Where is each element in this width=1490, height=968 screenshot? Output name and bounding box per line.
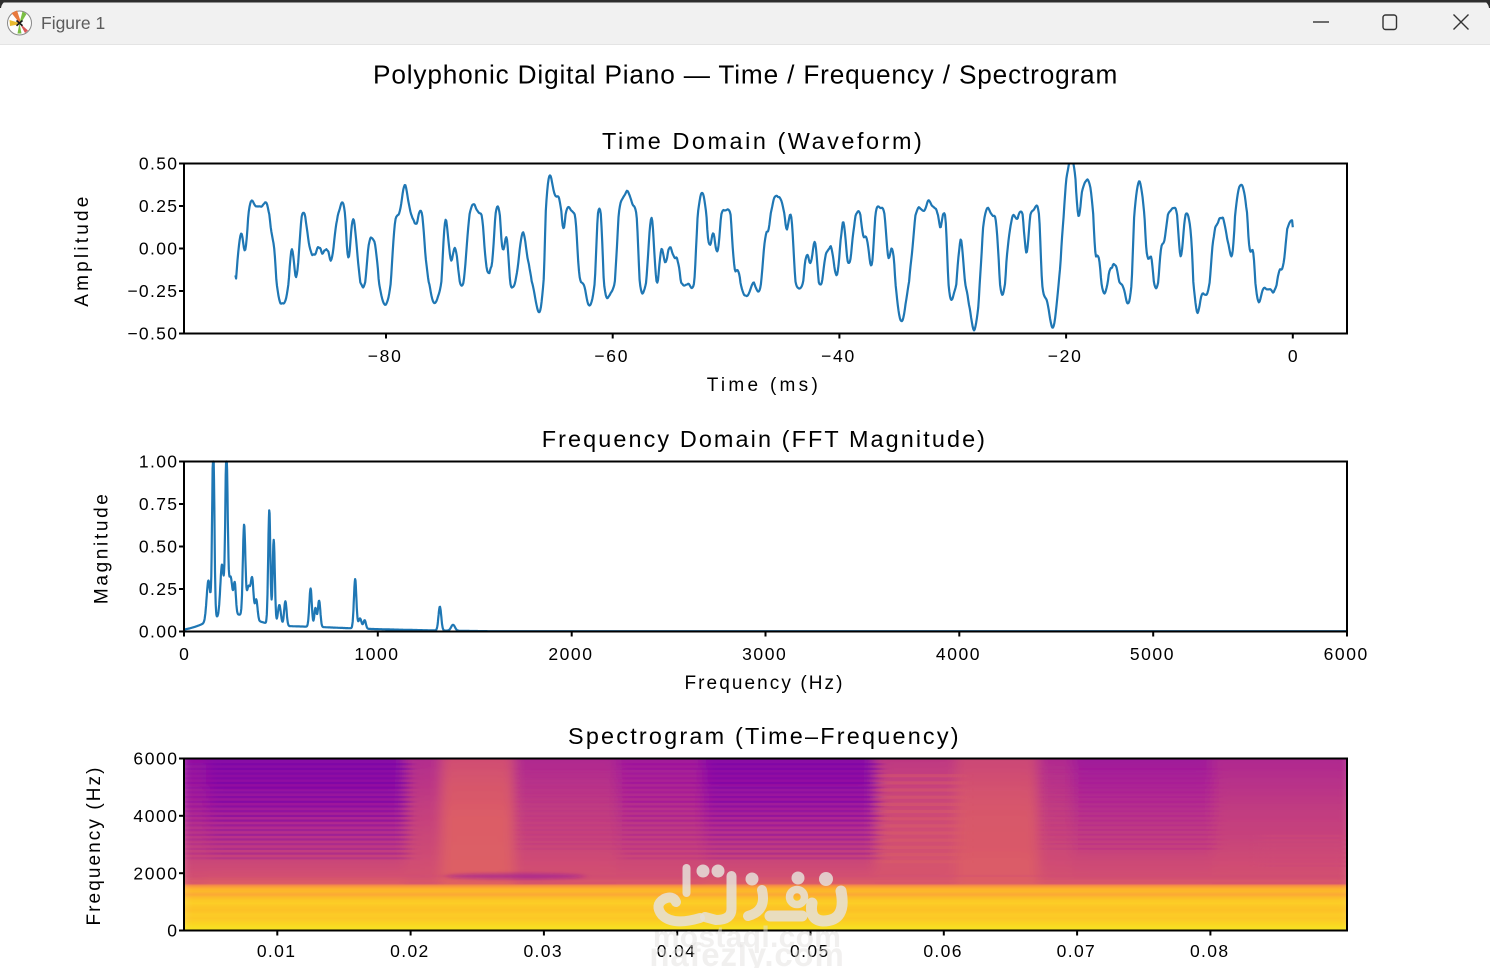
- svg-text:0.03: 0.03: [523, 941, 563, 961]
- svg-text:3000: 3000: [742, 644, 787, 664]
- svg-text:−60: −60: [594, 346, 629, 366]
- svg-text:0.25: 0.25: [139, 579, 179, 599]
- svg-text:Frequency (Hz): Frequency (Hz): [84, 765, 105, 925]
- svg-text:2000: 2000: [548, 644, 593, 664]
- svg-text:Spectrogram (Time–Frequency): Spectrogram (Time–Frequency): [568, 723, 961, 749]
- svg-text:−20: −20: [1048, 346, 1083, 366]
- svg-text:−0.50: −0.50: [127, 324, 178, 344]
- svg-text:Time Domain (Waveform): Time Domain (Waveform): [602, 128, 924, 154]
- svg-text:0: 0: [179, 644, 189, 664]
- svg-text:4000: 4000: [936, 644, 981, 664]
- svg-text:−80: −80: [368, 346, 403, 366]
- svg-text:0: 0: [1288, 346, 1298, 366]
- svg-text:1000: 1000: [354, 644, 399, 664]
- svg-text:Time (ms): Time (ms): [707, 375, 821, 396]
- svg-text:Figure 1: Figure 1: [41, 13, 105, 33]
- svg-text:−40: −40: [821, 346, 856, 366]
- svg-text:0.08: 0.08: [1190, 941, 1230, 961]
- svg-text:6000: 6000: [1324, 644, 1369, 664]
- svg-text:mostaql.com: mostaql.com: [653, 921, 841, 954]
- svg-text:0.25: 0.25: [139, 196, 179, 216]
- svg-text:0.50: 0.50: [139, 154, 179, 174]
- svg-text:Frequency Domain (FFT Magnitud: Frequency Domain (FFT Magnitude): [542, 426, 987, 452]
- svg-text:4000: 4000: [133, 806, 178, 826]
- svg-text:0.00: 0.00: [139, 239, 179, 259]
- svg-text:0.00: 0.00: [139, 622, 179, 642]
- svg-text:2000: 2000: [133, 863, 178, 883]
- svg-text:0.02: 0.02: [390, 941, 430, 961]
- svg-text:0.07: 0.07: [1057, 941, 1097, 961]
- svg-text:Polyphonic Digital Piano — Tim: Polyphonic Digital Piano — Time / Freque…: [373, 60, 1118, 90]
- svg-text:Magnitude: Magnitude: [92, 491, 113, 604]
- svg-text:0.06: 0.06: [923, 941, 963, 961]
- svg-text:0.04: 0.04: [657, 941, 697, 961]
- svg-text:nafezly.com: nafezly.com: [649, 936, 844, 968]
- svg-text:1.00: 1.00: [139, 452, 179, 472]
- svg-text:0.01: 0.01: [257, 941, 297, 961]
- svg-text:0.05: 0.05: [790, 941, 830, 961]
- svg-text:6000: 6000: [133, 749, 178, 769]
- svg-text:0.75: 0.75: [139, 494, 179, 514]
- svg-text:0: 0: [167, 921, 177, 941]
- svg-text:0.50: 0.50: [139, 537, 179, 557]
- svg-text:Frequency (Hz): Frequency (Hz): [684, 673, 844, 694]
- svg-text:5000: 5000: [1130, 644, 1175, 664]
- svg-text:Amplitude: Amplitude: [72, 193, 93, 306]
- svg-text:−0.25: −0.25: [127, 281, 178, 301]
